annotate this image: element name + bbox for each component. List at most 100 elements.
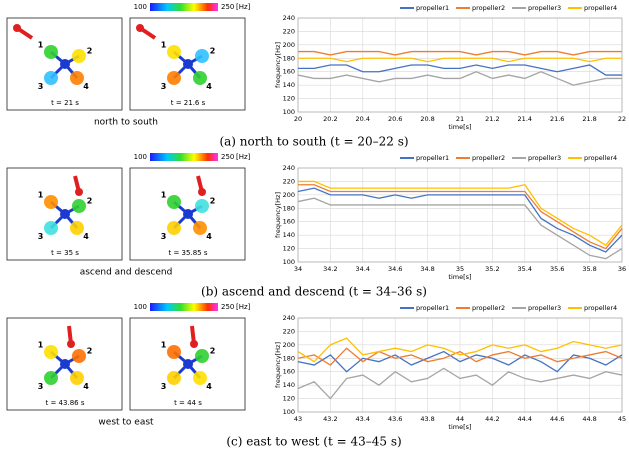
colorbar-min: 100: [134, 3, 147, 11]
y-tick-label: 100: [283, 108, 295, 116]
y-tick-label: 120: [283, 395, 295, 403]
propeller-blob: [193, 221, 207, 235]
motor-label: 1: [38, 190, 44, 199]
legend-label: propeller3: [528, 4, 561, 12]
x-tick-label: 44.2: [485, 415, 499, 423]
arrow-head: [13, 24, 21, 32]
x-tick-label: 35.2: [485, 265, 499, 273]
motor-label: 3: [38, 82, 44, 91]
y-tick-label: 140: [283, 231, 295, 239]
colorbar-min: 100: [134, 303, 147, 311]
colorbar-min: 100: [134, 153, 147, 161]
x-tick-label: 43.6: [388, 415, 402, 423]
colorbar: [150, 153, 218, 161]
propeller-blob: [44, 45, 58, 59]
motor-label: 2: [210, 347, 216, 356]
motor-label: 4: [83, 82, 89, 91]
x-axis-label: time[s]: [448, 423, 471, 431]
y-tick-label: 100: [283, 408, 295, 416]
colorbar-unit: [Hz]: [236, 153, 251, 161]
motor-label: 2: [210, 47, 216, 56]
motor-label: 3: [161, 82, 167, 91]
body: [60, 209, 70, 219]
motor-label: 1: [38, 40, 44, 49]
motor-label: 3: [161, 232, 167, 241]
series-line: [298, 64, 622, 76]
colorbar-unit: [Hz]: [236, 3, 251, 11]
legend-label: propeller1: [416, 304, 449, 312]
propeller-blob: [193, 71, 207, 85]
x-tick-label: 43: [294, 415, 302, 423]
motor-label: 3: [38, 232, 44, 241]
y-axis-label: frequency[Hz]: [274, 342, 282, 388]
body: [60, 359, 70, 369]
propeller-blob: [195, 349, 209, 363]
series-line: [298, 57, 622, 63]
legend-label: propeller1: [416, 4, 449, 12]
y-tick-label: 200: [283, 41, 295, 49]
x-tick-label: 21.8: [582, 115, 596, 123]
propeller-blob: [72, 349, 86, 363]
caption: (b) ascend and descend (t = 34–36 s): [201, 285, 427, 299]
y-axis-label: frequency[Hz]: [274, 192, 282, 238]
colorbar-max: 250: [221, 303, 234, 311]
y-tick-label: 240: [283, 14, 295, 22]
motor-label: 2: [87, 47, 93, 56]
x-tick-label: 45: [618, 415, 626, 423]
plot-frame: [297, 17, 623, 113]
propeller-blob: [70, 221, 84, 235]
x-tick-label: 35.6: [550, 265, 564, 273]
x-tick-label: 21.6: [550, 115, 564, 123]
legend-label: propeller4: [584, 154, 617, 162]
motor-label: 1: [38, 340, 44, 349]
x-tick-label: 34.6: [388, 265, 402, 273]
x-tick-label: 21.4: [518, 115, 532, 123]
arrow-head: [136, 24, 144, 32]
motor-label: 2: [87, 197, 93, 206]
y-tick-label: 160: [283, 368, 295, 376]
y-tick-label: 220: [283, 177, 295, 185]
plot-frame: [297, 167, 623, 263]
legend-label: propeller2: [472, 154, 505, 162]
x-tick-label: 21.2: [485, 115, 499, 123]
x-tick-label: 43.4: [356, 415, 370, 423]
image-frame: [6, 167, 123, 261]
body: [183, 209, 193, 219]
series-line: [297, 347, 623, 366]
propeller-blob: [167, 371, 181, 385]
propeller-blob: [167, 195, 181, 209]
x-tick-label: 44.4: [518, 415, 532, 423]
arrow-head: [75, 188, 83, 196]
propeller-blob: [167, 45, 181, 59]
propeller-blob: [167, 345, 181, 359]
body: [183, 359, 193, 369]
y-tick-label: 180: [283, 54, 295, 62]
series-line: [298, 180, 623, 247]
y-tick-label: 240: [283, 314, 295, 322]
colorbar-max: 250: [221, 3, 234, 11]
x-tick-label: 20.8: [420, 115, 434, 123]
x-tick-label: 34.4: [356, 265, 370, 273]
x-tick-label: 43.8: [420, 415, 434, 423]
x-tick-label: 34.2: [323, 265, 337, 273]
series-line: [297, 187, 623, 253]
motor-label: 1: [161, 190, 167, 199]
motor-label: 3: [38, 382, 44, 391]
propeller-blob: [167, 71, 181, 85]
legend-label: propeller1: [416, 154, 449, 162]
image-time: t = 35.85 s: [169, 249, 208, 257]
x-tick-label: 35.8: [582, 265, 596, 273]
row-label: west to east: [98, 418, 154, 428]
y-tick-label: 180: [283, 204, 295, 212]
propeller-blob: [44, 195, 58, 209]
series-line: [297, 71, 622, 86]
x-tick-label: 43.2: [323, 415, 337, 423]
propeller-blob: [70, 71, 84, 85]
x-tick-label: 20: [294, 115, 302, 123]
x-tick-label: 35: [456, 265, 464, 273]
x-axis-label: time[s]: [448, 273, 471, 281]
legend-label: propeller4: [584, 304, 617, 312]
x-tick-label: 22: [618, 115, 626, 123]
arrow-head: [190, 340, 198, 348]
motor-label: 1: [161, 40, 167, 49]
